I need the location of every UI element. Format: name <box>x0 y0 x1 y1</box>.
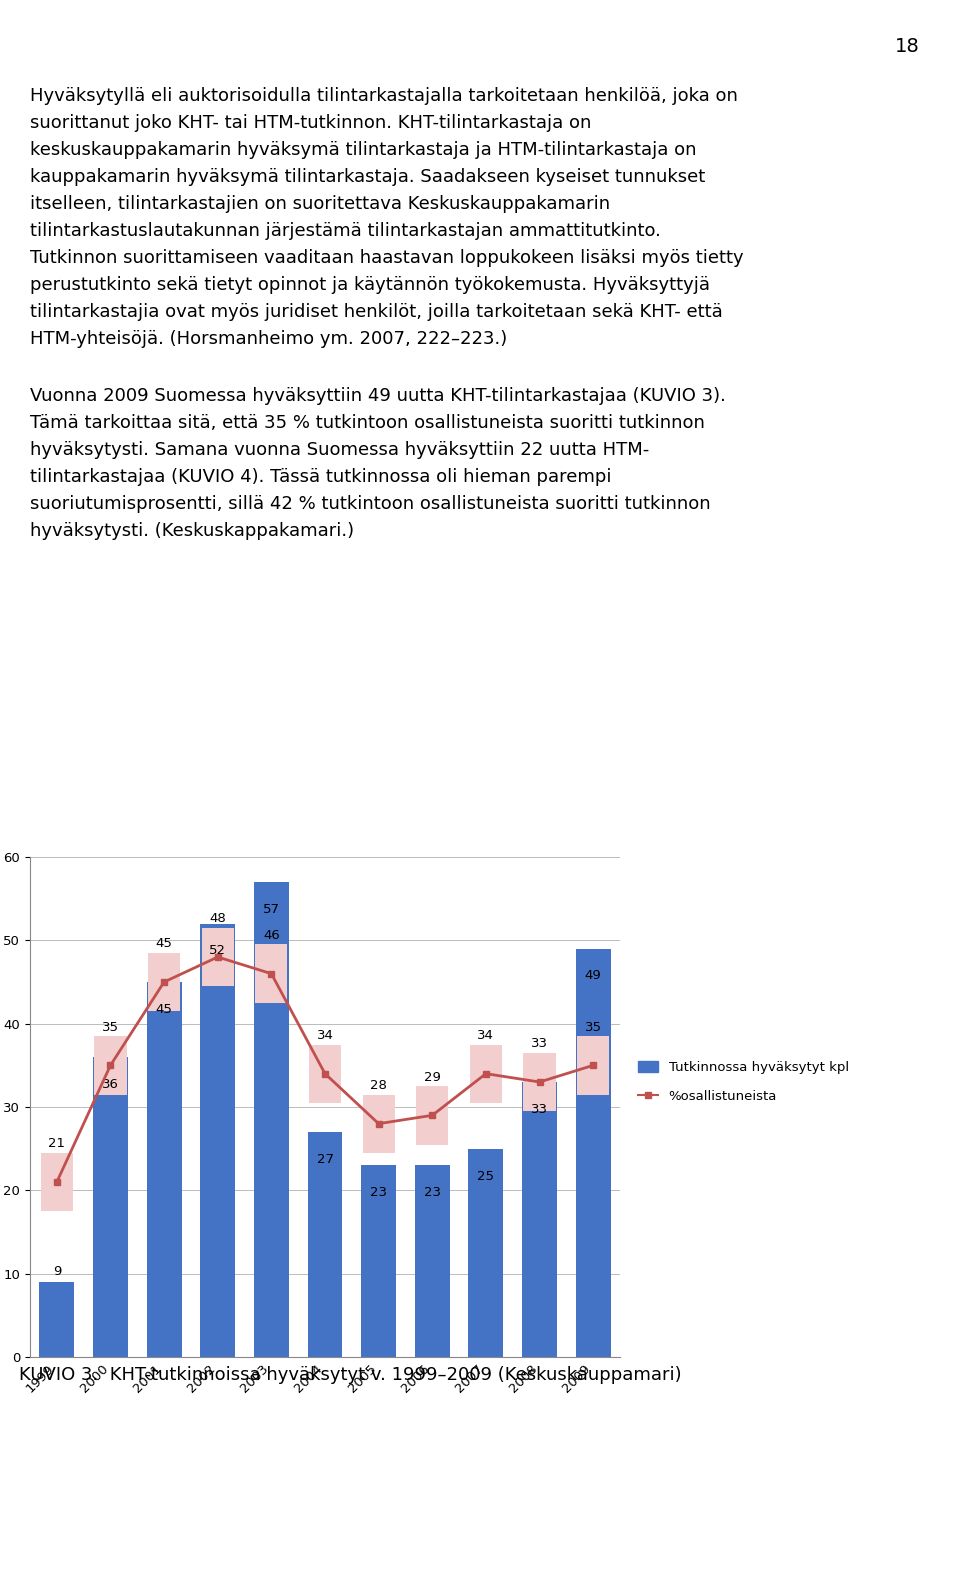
Text: HTM-yhteisöjä. (Horsmanheimo ym. 2007, 222–223.): HTM-yhteisöjä. (Horsmanheimo ym. 2007, 2… <box>30 330 507 349</box>
Text: Hyväksytyllä eli auktorisoidulla tilintarkastajalla tarkoitetaan henkilöä, joka : Hyväksytyllä eli auktorisoidulla tilinta… <box>30 87 738 106</box>
Text: 18: 18 <box>896 36 920 57</box>
Text: 45: 45 <box>156 937 173 951</box>
Text: Vuonna 2009 Suomessa hyväksyttiin 49 uutta KHT-tilintarkastajaa (KUVIO 3).: Vuonna 2009 Suomessa hyväksyttiin 49 uut… <box>30 386 726 405</box>
Bar <box>202 927 234 986</box>
Text: itselleen, tilintarkastajien on suoritettava Keskuskauppakamarin: itselleen, tilintarkastajien on suoritet… <box>30 196 611 213</box>
Text: keskuskauppakamarin hyväksymä tilintarkastaja ja HTM-tilintarkastaja on: keskuskauppakamarin hyväksymä tilintarka… <box>30 140 697 159</box>
Text: 48: 48 <box>209 913 227 926</box>
Bar <box>93 1057 128 1356</box>
Text: 27: 27 <box>317 1153 333 1165</box>
Text: perustutkinto sekä tietyt opinnot ja käytännön työkokemusta. Hyväksyttyjä: perustutkinto sekä tietyt opinnot ja käy… <box>30 276 710 293</box>
Text: 23: 23 <box>371 1186 387 1199</box>
Text: Tutkinnon suorittamiseen vaaditaan haastavan loppukokeen lisäksi myös tietty: Tutkinnon suorittamiseen vaaditaan haast… <box>30 249 744 267</box>
Text: hyväksytysti. (Keskuskappakamari.): hyväksytysti. (Keskuskappakamari.) <box>30 522 354 539</box>
Text: 29: 29 <box>423 1071 441 1083</box>
Bar <box>361 1165 396 1356</box>
Bar <box>201 924 235 1356</box>
Bar <box>39 1282 74 1356</box>
Bar <box>577 1036 610 1094</box>
Text: 33: 33 <box>531 1102 548 1117</box>
Text: suoriutumisprosentti, sillä 42 % tutkintoon osallistuneista suoritti tutkinnon: suoriutumisprosentti, sillä 42 % tutkint… <box>30 495 710 513</box>
Legend: Tutkinnossa hyväksytyt kpl, %osallistuneista: Tutkinnossa hyväksytyt kpl, %osallistune… <box>638 1061 849 1104</box>
Bar <box>307 1132 343 1356</box>
Text: 35: 35 <box>585 1020 602 1033</box>
Bar <box>147 982 181 1356</box>
Text: 35: 35 <box>102 1020 119 1033</box>
Bar <box>254 882 289 1356</box>
Text: Tämä tarkoittaa sitä, että 35 % tutkintoon osallistuneista suoritti tutkinnon: Tämä tarkoittaa sitä, että 35 % tutkinto… <box>30 415 705 432</box>
Text: 46: 46 <box>263 929 279 941</box>
Text: 33: 33 <box>531 1038 548 1050</box>
Bar <box>576 949 611 1356</box>
Text: KUVIO 3.  KHT-tutkinnoissa hyväksytyt v. 1999–2009 (Keskuskauppamari): KUVIO 3. KHT-tutkinnoissa hyväksytyt v. … <box>19 1366 682 1385</box>
Text: 25: 25 <box>477 1170 494 1183</box>
Bar <box>309 1044 341 1102</box>
Bar <box>94 1036 127 1094</box>
Bar <box>417 1087 448 1145</box>
Bar <box>363 1094 395 1153</box>
Bar <box>523 1053 556 1112</box>
Bar <box>415 1165 449 1356</box>
Text: 49: 49 <box>585 970 602 982</box>
Text: 52: 52 <box>209 945 227 957</box>
Bar <box>148 953 180 1011</box>
Text: 9: 9 <box>53 1265 61 1277</box>
Text: 28: 28 <box>371 1079 387 1091</box>
Text: 57: 57 <box>263 904 280 916</box>
Text: 45: 45 <box>156 1003 173 1016</box>
Text: 21: 21 <box>48 1137 65 1150</box>
Bar <box>468 1148 503 1356</box>
Text: 36: 36 <box>102 1077 119 1091</box>
Text: 34: 34 <box>317 1030 333 1042</box>
Bar <box>522 1082 557 1356</box>
Text: 34: 34 <box>477 1030 494 1042</box>
Text: tilintarkastuslautakunnan järjestämä tilintarkastajan ammattitutkinto.: tilintarkastuslautakunnan järjestämä til… <box>30 222 660 240</box>
Bar <box>469 1044 502 1102</box>
Text: hyväksytysti. Samana vuonna Suomessa hyväksyttiin 22 uutta HTM-: hyväksytysti. Samana vuonna Suomessa hyv… <box>30 442 649 459</box>
Bar <box>40 1153 73 1211</box>
Text: suorittanut joko KHT- tai HTM-tutkinnon. KHT-tilintarkastaja on: suorittanut joko KHT- tai HTM-tutkinnon.… <box>30 114 591 132</box>
Text: tilintarkastajia ovat myös juridiset henkilöt, joilla tarkoitetaan sekä KHT- ett: tilintarkastajia ovat myös juridiset hen… <box>30 303 723 322</box>
Text: 23: 23 <box>423 1186 441 1199</box>
Text: tilintarkastajaa (KUVIO 4). Tässä tutkinnossa oli hieman parempi: tilintarkastajaa (KUVIO 4). Tässä tutkin… <box>30 468 612 486</box>
Text: kauppakamarin hyväksymä tilintarkastaja. Saadakseen kyseiset tunnukset: kauppakamarin hyväksymä tilintarkastaja.… <box>30 169 706 186</box>
Bar <box>255 945 287 1003</box>
